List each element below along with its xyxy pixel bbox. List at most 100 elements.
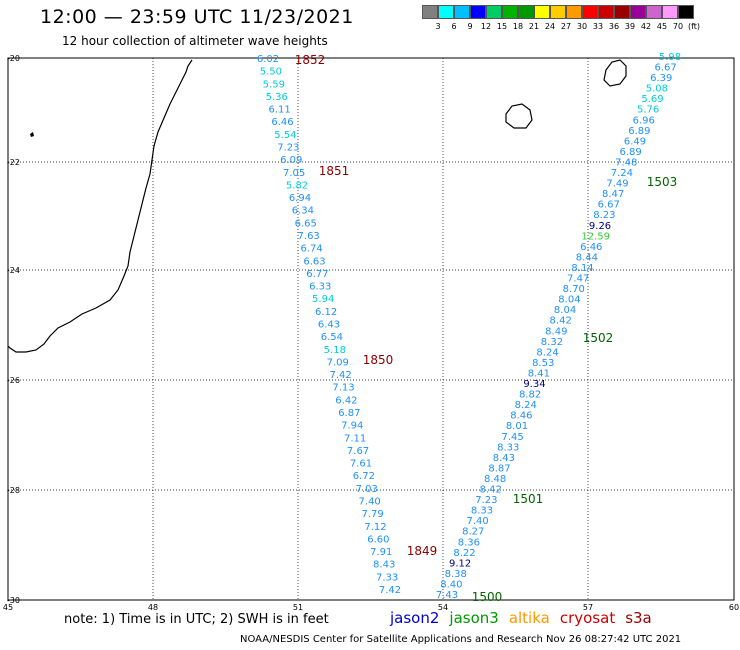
footer-credit: NOAA/NESDIS Center for Satellite Applica… bbox=[240, 634, 682, 645]
wave-height-label: 8.53 bbox=[532, 358, 554, 369]
colorbar-labels: 3 6 9 12 15 18 21 24 27 30 33 36 39 42 45 70 (ft) bbox=[422, 22, 740, 34]
wave-height-label: 5.50 bbox=[260, 67, 282, 78]
wave-height-label: 5.82 bbox=[286, 180, 308, 191]
wave-height-label: 7.33 bbox=[376, 572, 398, 583]
satellite-jason2: jason2 bbox=[390, 609, 440, 627]
colorbar-label: 39 bbox=[624, 22, 636, 31]
wave-height-label: 6.33 bbox=[309, 282, 331, 293]
wave-height-label: 7.40 bbox=[466, 516, 488, 527]
y-tick-label: -30 bbox=[7, 596, 20, 605]
wave-height-label: 6.11 bbox=[268, 105, 290, 116]
wave-height-label: 7.47 bbox=[567, 274, 589, 285]
pass-number-label: 1503 bbox=[647, 175, 678, 189]
wave-height-label: 6.60 bbox=[367, 534, 389, 545]
wave-height-label: 12.59 bbox=[581, 231, 610, 242]
wave-height-label: 7.23 bbox=[277, 143, 299, 154]
track-right-values: 5.986.676.395.085.695.766.966.896.496.89… bbox=[436, 52, 681, 601]
wave-height-label: 5.94 bbox=[312, 294, 334, 305]
colorbar-cell bbox=[422, 5, 438, 19]
colorbar-label: (ft) bbox=[687, 22, 701, 31]
wave-height-label: 7.23 bbox=[475, 495, 497, 506]
wave-height-label: 9.12 bbox=[449, 558, 471, 569]
wave-height-label: 7.03 bbox=[356, 484, 378, 495]
wave-height-label: 7.48 bbox=[615, 157, 637, 168]
colorbar-cell bbox=[598, 5, 614, 19]
wave-height-label: 7.11 bbox=[344, 433, 366, 444]
colorbar-cell bbox=[470, 5, 486, 19]
wave-height-label: 8.38 bbox=[445, 569, 467, 580]
track-left-values: 6.02 5.505.59 5.36 6.116.46 5.54 7.236.09 7.05… bbox=[257, 54, 401, 596]
colorbar-label: 3 bbox=[435, 22, 441, 31]
wave-height-label: 8.49 bbox=[545, 326, 567, 337]
y-tick-label: -26 bbox=[7, 376, 20, 385]
colorbar-cell bbox=[534, 5, 550, 19]
wave-height-label: 8.44 bbox=[576, 252, 598, 263]
wave-height-label: 6.94 bbox=[289, 193, 311, 204]
wave-height-label: 7.40 bbox=[359, 497, 381, 508]
colorbar-cell bbox=[566, 5, 582, 19]
wave-height-label: 5.18 bbox=[324, 345, 346, 356]
wave-height-label: 6.89 bbox=[620, 147, 642, 158]
wave-height-label: 7.43 bbox=[436, 590, 458, 601]
wave-height-label: 8.43 bbox=[493, 453, 515, 464]
map-frame bbox=[7, 57, 735, 601]
y-tick-label: -22 bbox=[7, 158, 20, 167]
x-tick-label: 60 bbox=[729, 603, 739, 612]
wave-height-label: 8.04 bbox=[554, 305, 576, 316]
page-subtitle: 12 hour collection of altimeter wave hei… bbox=[62, 34, 328, 48]
colorbar-label: 12 bbox=[480, 22, 492, 31]
wave-height-label: 9.34 bbox=[523, 379, 545, 390]
wave-height-label: 6.46 bbox=[271, 117, 293, 128]
wave-height-label: 8.24 bbox=[536, 347, 558, 358]
colorbar-label: 30 bbox=[576, 22, 588, 31]
wave-height-label: 6.39 bbox=[650, 73, 672, 84]
wave-height-label: 7.67 bbox=[347, 446, 369, 457]
wave-height-label: 7.42 bbox=[379, 585, 401, 596]
wave-height-label: 6.87 bbox=[338, 408, 360, 419]
wave-height-label: 8.40 bbox=[440, 579, 462, 590]
wave-height-label: 8.43 bbox=[373, 560, 395, 571]
colorbar-cell bbox=[646, 5, 662, 19]
wave-height-label: 6.74 bbox=[300, 244, 322, 255]
wave-height-label: 8.70 bbox=[563, 284, 585, 295]
wave-height-label: 8.47 bbox=[602, 189, 624, 200]
wave-height-label: 5.08 bbox=[646, 84, 668, 95]
small-island bbox=[30, 132, 34, 137]
wave-height-label: 6.02 bbox=[257, 54, 279, 65]
wave-height-label: 8.33 bbox=[497, 442, 519, 453]
pass-number-label: 1501 bbox=[513, 492, 544, 506]
pass-number-label: 1850 bbox=[363, 353, 394, 367]
y-tick-label: -20 bbox=[7, 54, 20, 63]
colorbar-label: 45 bbox=[656, 22, 668, 31]
reunion-island bbox=[505, 103, 533, 129]
wave-height-label: 8.33 bbox=[471, 506, 493, 517]
wave-height-label: 6.67 bbox=[598, 200, 620, 211]
wave-height-label: 6.63 bbox=[303, 256, 325, 267]
x-tick-label: 48 bbox=[148, 603, 158, 612]
x-tick-label: 54 bbox=[438, 603, 448, 612]
wave-height-label: 7.42 bbox=[329, 370, 351, 381]
wave-height-label: 5.54 bbox=[274, 130, 296, 141]
pass-number-label: 1852 bbox=[295, 53, 326, 67]
colorbar-label: 21 bbox=[528, 22, 540, 31]
wave-height-label: 8.24 bbox=[515, 400, 537, 411]
colorbar bbox=[422, 5, 694, 20]
wave-height-label: 8.27 bbox=[462, 527, 484, 538]
wave-height-label: 8.36 bbox=[458, 537, 480, 548]
footer-note: note: 1) Time is in UTC; 2) SWH is in fe… bbox=[64, 612, 329, 627]
wave-height-label: 8.42 bbox=[550, 316, 572, 327]
colorbar-label: 33 bbox=[592, 22, 604, 31]
wave-height-label: 6.46 bbox=[580, 242, 602, 253]
wave-height-label: 8.48 bbox=[484, 474, 506, 485]
wave-height-label: 6.72 bbox=[353, 471, 375, 482]
wave-height-label: 8.23 bbox=[593, 210, 615, 221]
colorbar-label: 6 bbox=[451, 22, 457, 31]
wave-height-label: 8.01 bbox=[506, 421, 528, 432]
colorbar-cell bbox=[438, 5, 454, 19]
satellite-legend: jason2 jason3 altika cryosat s3a bbox=[390, 609, 662, 627]
wave-height-label: 8.22 bbox=[453, 548, 475, 559]
colorbar-cell bbox=[454, 5, 470, 19]
pass-number-label: 1849 bbox=[407, 544, 438, 558]
satellite-cryosat: cryosat bbox=[559, 609, 616, 627]
wave-height-label: 6.77 bbox=[306, 269, 328, 280]
